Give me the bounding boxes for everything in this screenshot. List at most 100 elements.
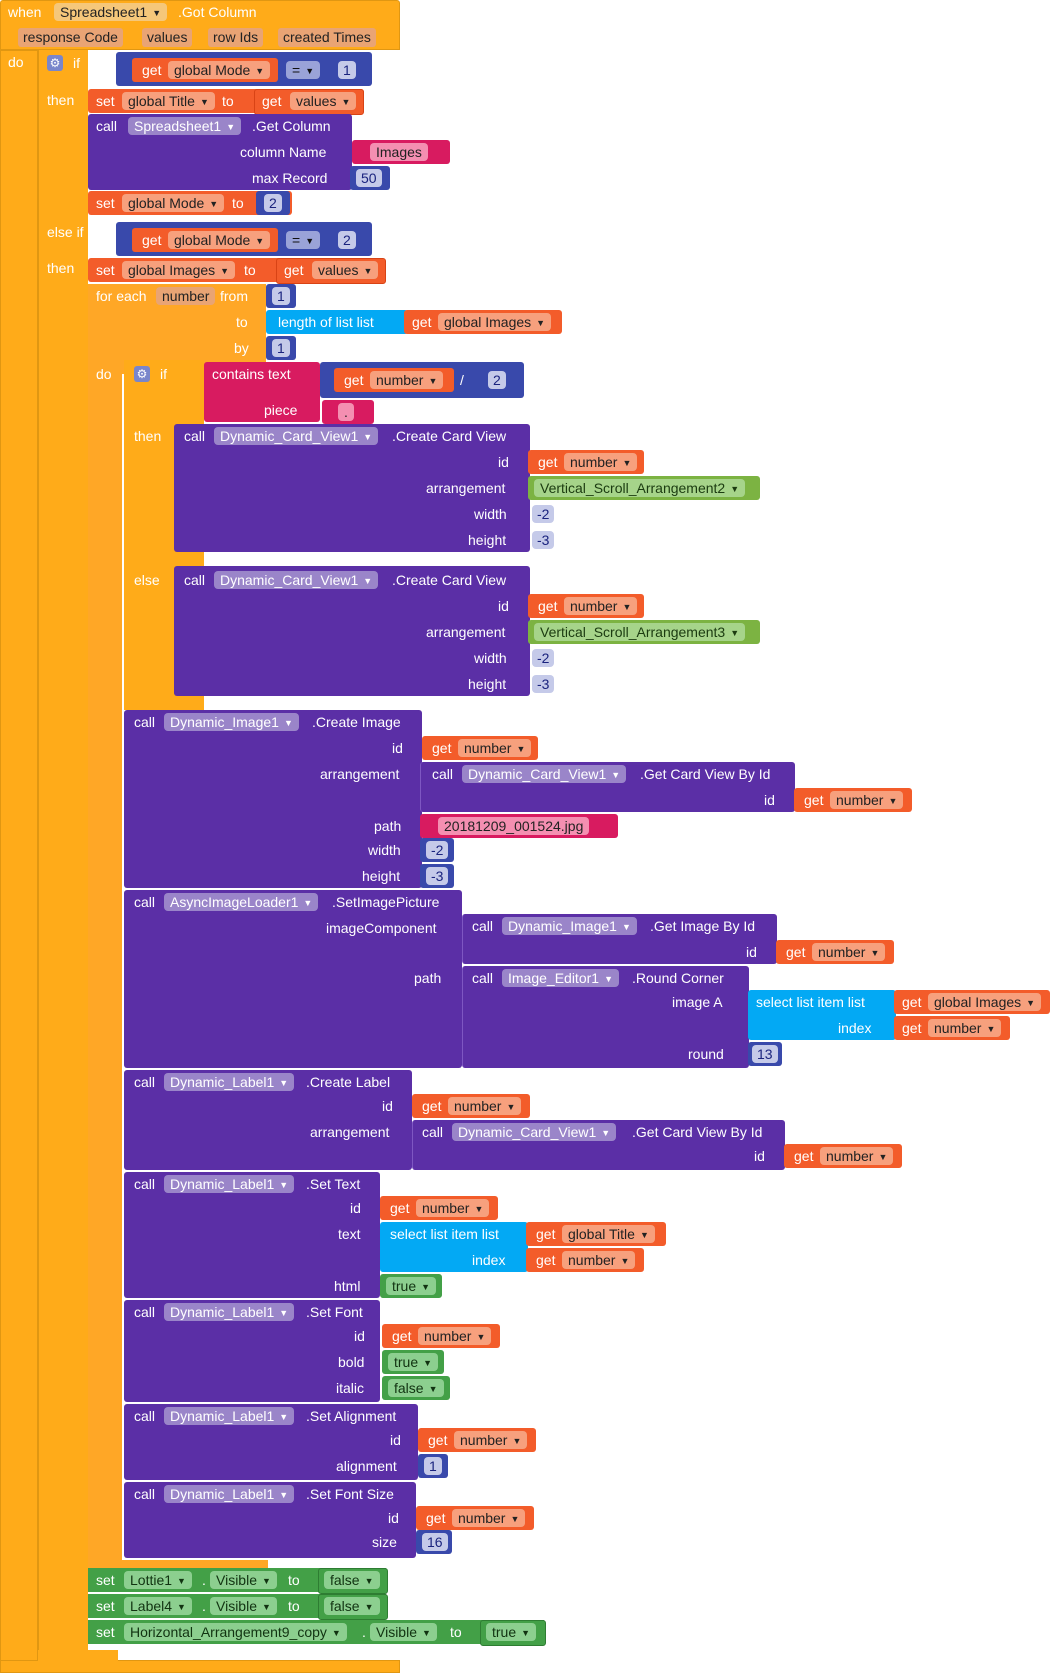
width-neg2-2[interactable]: -2: [532, 649, 555, 667]
param-values[interactable]: values: [142, 28, 193, 47]
var-dropdown-number-card-4[interactable]: number ▼: [820, 1147, 894, 1165]
number-2-b[interactable]: 2: [338, 231, 356, 249]
comp-dropdown-card-2[interactable]: Dynamic_Card_View1 ▼: [214, 571, 379, 589]
var-dropdown-number-label-4[interactable]: number ▼: [454, 1431, 528, 1449]
bool-false-italic[interactable]: false ▼: [388, 1379, 444, 1397]
call-keyword: call: [432, 766, 454, 782]
bool-false-lottie[interactable]: false ▼: [324, 1571, 380, 1589]
comp-dropdown-label-4[interactable]: Dynamic_Label1 ▼: [164, 1407, 295, 1425]
comp-dropdown-label-3[interactable]: Dynamic_Label1 ▼: [164, 1303, 295, 1321]
var-dropdown-number-card-3[interactable]: number ▼: [830, 791, 904, 809]
number-2-a[interactable]: 2: [264, 194, 282, 212]
height-neg3-2[interactable]: -3: [532, 675, 555, 693]
bool-true-harr[interactable]: true ▼: [486, 1623, 537, 1641]
contains-text-block[interactable]: [204, 362, 320, 422]
get-keyword: get: [284, 262, 304, 278]
comp-dropdown-lottie[interactable]: Lottie1 ▼: [124, 1571, 192, 1589]
var-dropdown-number-card-2[interactable]: number ▼: [564, 597, 638, 615]
text-dot-value[interactable]: .: [338, 403, 354, 421]
var-dropdown-number-label-3[interactable]: number ▼: [418, 1327, 492, 1345]
height-neg3-image[interactable]: -3: [426, 867, 449, 885]
divisor-number[interactable]: 2: [488, 371, 506, 389]
label-image-a: image A: [672, 994, 723, 1010]
comp-dropdown-label4[interactable]: Label4 ▼: [124, 1597, 192, 1615]
comp-dropdown-harr[interactable]: Horizontal_Arrangement9_copy ▼: [124, 1623, 347, 1641]
comp-dropdown-label-2[interactable]: Dynamic_Label1 ▼: [164, 1175, 295, 1193]
var-dropdown-mode-set[interactable]: global Mode ▼: [122, 194, 225, 212]
method-get-image-by-id: .Get Image By Id: [650, 918, 756, 934]
var-dropdown-number-label-2[interactable]: number ▼: [416, 1199, 490, 1217]
set-image-picture-block[interactable]: [124, 890, 462, 1068]
var-dropdown-values-1[interactable]: values ▼: [290, 92, 357, 110]
var-dropdown-number-index-2[interactable]: number ▼: [562, 1251, 636, 1269]
comp-dropdown-card-1[interactable]: Dynamic_Card_View1 ▼: [214, 427, 379, 445]
mutator-gear-icon[interactable]: ⚙: [47, 55, 63, 71]
var-dropdown-mode-2[interactable]: global Mode ▼: [168, 231, 271, 249]
var-dropdown-number-image[interactable]: number ▼: [458, 739, 532, 757]
by-number[interactable]: 1: [272, 339, 290, 357]
loop-variable-number[interactable]: number: [156, 287, 216, 305]
select-list-item-block-1[interactable]: [748, 990, 896, 1040]
from-number[interactable]: 1: [272, 287, 290, 305]
inner-else-label: else: [134, 572, 160, 588]
width-neg2-image[interactable]: -2: [426, 841, 449, 859]
var-dropdown-number-image-2[interactable]: number ▼: [812, 943, 886, 961]
prop-dropdown-visible-3[interactable]: Visible ▼: [370, 1623, 437, 1641]
var-dropdown-number-label-5[interactable]: number ▼: [452, 1509, 526, 1527]
compare-op-dropdown-1[interactable]: = ▼: [286, 61, 321, 79]
param-row-ids[interactable]: row Ids: [208, 28, 264, 47]
comp-dropdown-label-1[interactable]: Dynamic_Label1 ▼: [164, 1073, 295, 1091]
comp-dropdown-image-2[interactable]: Dynamic_Image1 ▼: [502, 917, 637, 935]
set-text-block[interactable]: [124, 1172, 380, 1298]
var-dropdown-number-div[interactable]: number ▼: [370, 371, 444, 389]
var-dropdown-images[interactable]: global Images ▼: [122, 261, 236, 279]
var-dropdown-images-2[interactable]: global Images ▼: [928, 993, 1042, 1011]
alignment-number[interactable]: 1: [424, 1457, 442, 1475]
label-html: html: [334, 1278, 361, 1294]
call-keyword: call: [134, 1176, 156, 1192]
comp-dropdown-vsa3[interactable]: Vertical_Scroll_Arrangement3 ▼: [534, 623, 746, 641]
font-size-number[interactable]: 16: [422, 1533, 448, 1551]
width-neg2-1[interactable]: -2: [532, 505, 555, 523]
call-keyword: call: [134, 894, 156, 910]
length-of-list-block[interactable]: [266, 310, 408, 334]
var-dropdown-title-2[interactable]: global Title ▼: [562, 1225, 655, 1243]
bool-true-bold[interactable]: true ▼: [388, 1353, 439, 1371]
var-dropdown-number-index-1[interactable]: number ▼: [928, 1019, 1002, 1037]
comp-dropdown-label-5[interactable]: Dynamic_Label1 ▼: [164, 1485, 295, 1503]
event-component-dropdown[interactable]: Spreadsheet1 ▼: [54, 3, 168, 21]
inner-mutator-gear-icon[interactable]: ⚙: [134, 366, 150, 382]
var-dropdown-number-card-1[interactable]: number ▼: [564, 453, 638, 471]
prop-dropdown-visible-2[interactable]: Visible ▼: [210, 1597, 277, 1615]
comp-dropdown-card-3[interactable]: Dynamic_Card_View1 ▼: [462, 765, 627, 783]
compare-op-dropdown-2[interactable]: = ▼: [286, 231, 321, 249]
height-neg3-1[interactable]: -3: [532, 531, 555, 549]
comp-dropdown-card-4[interactable]: Dynamic_Card_View1 ▼: [452, 1123, 617, 1141]
param-response-code[interactable]: response Code: [18, 28, 123, 47]
comp-dropdown-image-1[interactable]: Dynamic_Image1 ▼: [164, 713, 299, 731]
param-created-times[interactable]: created Times: [278, 28, 376, 47]
create-card-view-then-block[interactable]: [174, 424, 530, 552]
comp-dropdown-editor[interactable]: Image_Editor1 ▼: [502, 969, 619, 987]
var-dropdown-values-2[interactable]: values ▼: [312, 261, 379, 279]
comp-dropdown-spreadsheet[interactable]: Spreadsheet1 ▼: [128, 117, 242, 135]
number-50[interactable]: 50: [356, 169, 382, 187]
var-dropdown-mode-1[interactable]: global Mode ▼: [168, 61, 271, 79]
then-label-1: then: [47, 92, 75, 108]
bool-false-label4[interactable]: false ▼: [324, 1597, 380, 1615]
comp-dropdown-loader[interactable]: AsyncImageLoader1 ▼: [164, 893, 319, 911]
var-dropdown-title[interactable]: global Title ▼: [122, 92, 215, 110]
var-dropdown-number-label-1[interactable]: number ▼: [448, 1097, 522, 1115]
if-block[interactable]: [38, 50, 88, 1662]
round-number[interactable]: 13: [752, 1045, 778, 1063]
number-1-a[interactable]: 1: [338, 61, 356, 79]
event-name: .Got Column: [178, 4, 257, 20]
comp-dropdown-vsa2[interactable]: Vertical_Scroll_Arrangement2 ▼: [534, 479, 746, 497]
select-list-item-block-2[interactable]: [380, 1222, 528, 1272]
text-jpg-value[interactable]: 20181209_001524.jpg: [438, 817, 590, 835]
prop-dropdown-visible-1[interactable]: Visible ▼: [210, 1571, 277, 1589]
create-image-block[interactable]: [124, 710, 422, 888]
text-images-value[interactable]: Images: [370, 143, 428, 161]
bool-true-html[interactable]: true ▼: [386, 1277, 437, 1295]
var-dropdown-images-1[interactable]: global Images ▼: [438, 313, 552, 331]
